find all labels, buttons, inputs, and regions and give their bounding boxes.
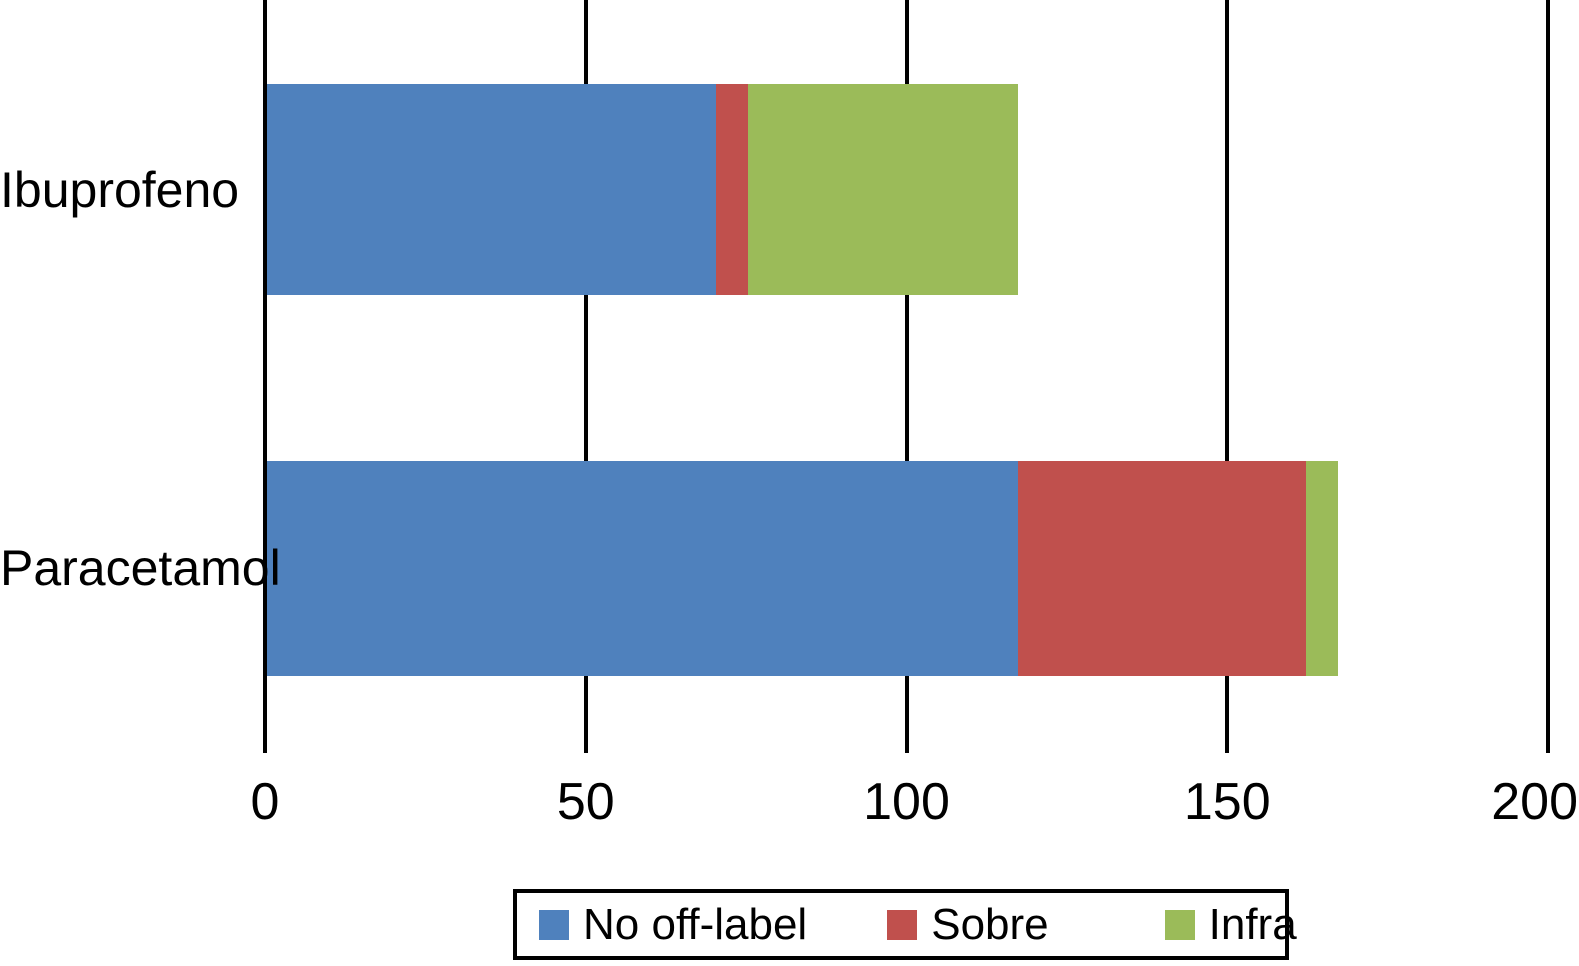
bar-segment-paracetamol-sobre (1017, 461, 1307, 676)
bar-segment-paracetamol-infra (1306, 461, 1339, 676)
legend-item-sobre: Sobre (887, 899, 1049, 950)
gridline-150 (1225, 0, 1230, 753)
bar-segment-paracetamol-no-off-label (267, 461, 1018, 676)
legend-swatch-infra (1164, 909, 1195, 940)
legend-label-infra: Infra (1208, 899, 1297, 949)
bar-paracetamol (267, 461, 1339, 676)
bar-segment-ibuprofeno-no-off-label (267, 84, 717, 295)
legend-item-no-off-label: No off-label (539, 900, 807, 950)
legend-item-infra: Infra (1164, 899, 1297, 950)
bar-segment-ibuprofeno-infra (748, 84, 1018, 295)
category-label-paracetamol: Paracetamol (0, 540, 281, 596)
gridline-100 (904, 0, 909, 753)
legend-swatch-no-off-label (539, 909, 569, 940)
category-label-ibuprofeno: Ibuprofeno (0, 162, 240, 218)
x-tick-label-50: 50 (556, 773, 615, 831)
bar-ibuprofeno (267, 84, 1018, 295)
legend-swatch-sobre (887, 909, 918, 940)
x-tick-label-100: 100 (863, 773, 950, 831)
legend-label-no-off-label: No off-label (583, 899, 808, 949)
x-tick-label-0: 0 (250, 773, 280, 831)
legend-label-sobre: Sobre (931, 899, 1049, 949)
gridline-0 (263, 0, 267, 753)
gridline-50 (583, 0, 588, 753)
gridline-200 (1546, 0, 1550, 753)
bar-segment-ibuprofeno-sobre (716, 84, 749, 295)
x-tick-label-200: 200 (1491, 773, 1578, 831)
legend: No off-label Sobre Infra (513, 889, 1297, 960)
x-tick-label-150: 150 (1183, 773, 1271, 831)
